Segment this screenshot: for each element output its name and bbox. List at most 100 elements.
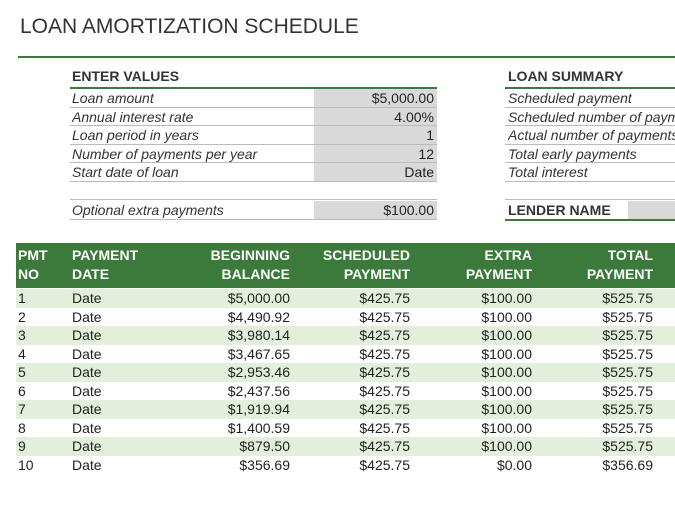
- title: LOAN AMORTIZATION SCHEDULE: [20, 15, 359, 38]
- table-cell: $525.75: [602, 438, 653, 454]
- table-cell: $879.50: [239, 438, 290, 454]
- table-cell: $425.75: [359, 345, 410, 362]
- row-rule: [70, 199, 437, 200]
- table-cell: 7: [18, 401, 26, 417]
- table-cell: $356.69: [602, 456, 653, 473]
- table-cell: $4,490.92: [227, 308, 290, 325]
- section-rule: [505, 87, 675, 89]
- table-cell: 1: [18, 290, 26, 306]
- table-cell: 10: [18, 456, 34, 473]
- input-label: Number of payments per year: [72, 145, 258, 162]
- table-cell: $3,467.65: [227, 345, 290, 362]
- column-header: TOTAL: [607, 247, 653, 263]
- table-cell: $100.00: [481, 345, 532, 362]
- summary-label: Actual number of payments: [508, 127, 675, 143]
- table-cell: $100.00: [481, 327, 532, 343]
- table-cell: $425.75: [359, 438, 410, 454]
- input-label: Loan amount: [72, 90, 154, 106]
- table-header-band: [16, 243, 675, 288]
- input-value: 4.00%: [314, 107, 437, 126]
- table-cell: $525.75: [602, 382, 653, 399]
- table-cell: $2,437.56: [227, 382, 290, 399]
- table-cell: Date: [72, 419, 102, 436]
- column-header: DATE: [72, 266, 110, 282]
- section-heading: ENTER VALUES: [72, 68, 180, 84]
- row-band: [16, 400, 675, 419]
- input-label: Optional extra payments: [72, 202, 224, 218]
- table-cell: Date: [72, 438, 102, 454]
- table-cell: $425.75: [359, 290, 410, 306]
- column-header: PAYMENT: [465, 266, 532, 282]
- table-cell: $1,400.59: [227, 419, 290, 436]
- column-header: PMT: [18, 247, 48, 263]
- section-heading: LOAN SUMMARY: [508, 68, 624, 84]
- table-cell: $425.75: [359, 308, 410, 325]
- table-cell: $100.00: [481, 401, 532, 417]
- table-cell: Date: [72, 401, 102, 417]
- column-header: PAYMENT: [72, 247, 139, 263]
- row-band: [16, 437, 675, 456]
- row-rule: [505, 199, 675, 200]
- table-cell: $100.00: [481, 290, 532, 306]
- table-cell: $1,919.94: [227, 401, 290, 417]
- input-value: $5,000.00: [314, 89, 437, 108]
- table-cell: 8: [18, 419, 26, 436]
- table-cell: $100.00: [481, 438, 532, 454]
- table-cell: Date: [72, 327, 102, 343]
- table-cell: $425.75: [359, 419, 410, 436]
- table-cell: 9: [18, 438, 26, 454]
- row-rule: [505, 219, 675, 221]
- table-cell: $5,000.00: [227, 290, 290, 306]
- table-cell: $100.00: [481, 382, 532, 399]
- row-rule: [70, 125, 437, 126]
- column-header: PAYMENT: [343, 266, 410, 282]
- table-cell: $100.00: [481, 364, 532, 380]
- row-rule: [70, 106, 437, 108]
- table-cell: $425.75: [359, 401, 410, 417]
- summary-label: Total early payments: [508, 145, 637, 162]
- table-cell: $525.75: [602, 308, 653, 325]
- table-cell: Date: [72, 382, 102, 399]
- table-cell: $525.75: [602, 327, 653, 343]
- row-band: [16, 326, 675, 345]
- column-header: BALANCE: [221, 266, 290, 282]
- table-cell: 6: [18, 382, 26, 399]
- table-cell: $525.75: [602, 364, 653, 380]
- table-cell: $0.00: [496, 456, 532, 473]
- table-cell: $425.75: [359, 456, 410, 473]
- table-cell: 5: [18, 364, 26, 380]
- lender-label: LENDER NAME: [508, 202, 611, 218]
- row-rule: [505, 125, 675, 126]
- input-label: Start date of loan: [72, 164, 179, 180]
- input-label: Annual interest rate: [72, 108, 194, 125]
- table-cell: $525.75: [602, 290, 653, 306]
- input-label: Loan period in years: [72, 127, 199, 143]
- table-cell: Date: [72, 290, 102, 306]
- table-cell: $425.75: [359, 364, 410, 380]
- row-rule: [505, 143, 675, 145]
- input-value: 12: [314, 144, 437, 163]
- table-cell: Date: [72, 345, 102, 362]
- row-band: [16, 289, 675, 308]
- summary-label: Scheduled number of paym: [508, 108, 675, 125]
- input-value: $100.00: [314, 201, 437, 220]
- table-cell: $356.69: [239, 456, 290, 473]
- table-cell: $3,980.14: [227, 327, 290, 343]
- table-cell: $425.75: [359, 382, 410, 399]
- summary-label: Total interest: [508, 164, 588, 180]
- column-header: SCHEDULED: [322, 247, 410, 263]
- lender-cell: [628, 201, 675, 220]
- row-rule: [70, 219, 437, 220]
- row-rule: [505, 106, 675, 108]
- table-cell: $100.00: [481, 308, 532, 325]
- table-cell: $425.75: [359, 327, 410, 343]
- input-value: 1: [314, 126, 437, 145]
- summary-label: Scheduled payment: [508, 90, 632, 106]
- column-header: PAYMENT: [586, 266, 653, 282]
- column-header: BEGINNING: [210, 247, 290, 263]
- row-rule: [505, 162, 675, 163]
- input-value: Date: [314, 163, 437, 182]
- table-cell: $100.00: [481, 419, 532, 436]
- row-rule: [70, 143, 437, 145]
